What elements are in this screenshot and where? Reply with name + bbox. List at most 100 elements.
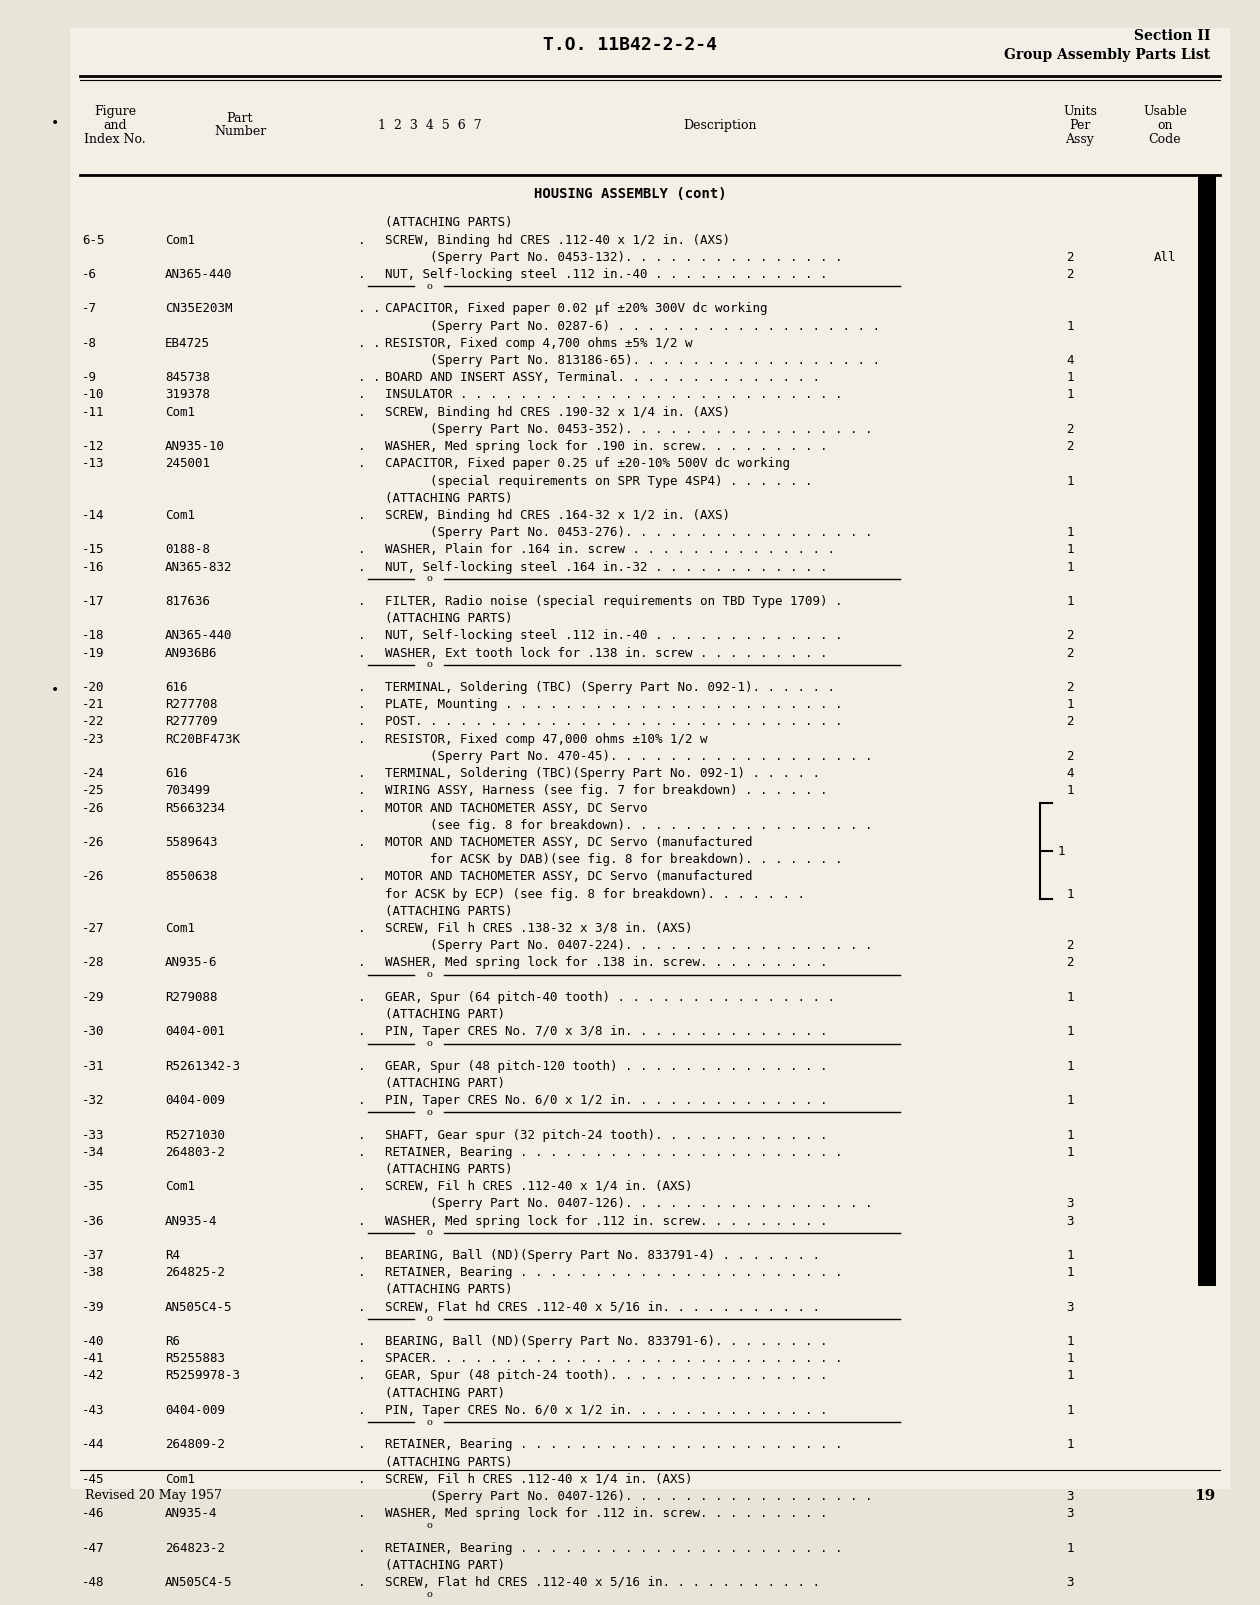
Text: .: .: [358, 1438, 365, 1451]
Text: WASHER, Med spring lock for .112 in. screw. . . . . . . . .: WASHER, Med spring lock for .112 in. scr…: [386, 1507, 828, 1520]
Text: 3: 3: [1066, 1507, 1074, 1520]
Text: TERMINAL, Soldering (TBC)(Sperry Part No. 092-1) . . . . .: TERMINAL, Soldering (TBC)(Sperry Part No…: [386, 767, 820, 780]
Text: o: o: [426, 1314, 432, 1324]
Text: (ATTACHING PARTS): (ATTACHING PARTS): [386, 612, 513, 626]
Text: (ATTACHING PARTS): (ATTACHING PARTS): [386, 1456, 513, 1469]
Text: SCREW, Flat hd CRES .112-40 x 5/16 in. . . . . . . . . . .: SCREW, Flat hd CRES .112-40 x 5/16 in. .…: [386, 1576, 820, 1589]
Text: Code: Code: [1149, 133, 1182, 146]
Text: .: .: [358, 1404, 365, 1417]
Text: (Sperry Part No. 813186-65). . . . . . . . . . . . . . . . .: (Sperry Part No. 813186-65). . . . . . .…: [430, 355, 879, 368]
Text: GEAR, Spur (48 pitch-24 tooth). . . . . . . . . . . . . . .: GEAR, Spur (48 pitch-24 tooth). . . . . …: [386, 1369, 828, 1382]
Text: .: .: [358, 836, 365, 849]
Text: 0404-001: 0404-001: [165, 1026, 226, 1038]
Text: 1: 1: [1058, 844, 1066, 857]
Text: POST. . . . . . . . . . . . . . . . . . . . . . . . . . . . .: POST. . . . . . . . . . . . . . . . . . …: [386, 716, 843, 729]
Text: 2: 2: [1066, 681, 1074, 693]
Text: 3: 3: [1066, 1489, 1074, 1502]
Text: 1: 1: [1066, 1249, 1074, 1262]
Text: Usable: Usable: [1143, 104, 1187, 117]
Text: o: o: [426, 575, 432, 584]
Text: 1: 1: [1066, 1404, 1074, 1417]
Text: SCREW, Fil h CRES .112-40 x 1/4 in. (AXS): SCREW, Fil h CRES .112-40 x 1/4 in. (AXS…: [386, 1180, 693, 1193]
Text: R5255883: R5255883: [165, 1353, 226, 1366]
Text: MOTOR AND TACHOMETER ASSY, DC Servo (manufactured: MOTOR AND TACHOMETER ASSY, DC Servo (man…: [386, 836, 752, 849]
Text: (Sperry Part No. 0407-126). . . . . . . . . . . . . . . . .: (Sperry Part No. 0407-126). . . . . . . …: [430, 1489, 872, 1502]
Text: Com1: Com1: [165, 234, 195, 247]
Text: AN505C4-5: AN505C4-5: [165, 1576, 233, 1589]
Text: -46: -46: [82, 1507, 105, 1520]
Text: on: on: [1157, 119, 1173, 132]
Text: -13: -13: [82, 457, 105, 470]
Text: .: .: [358, 457, 365, 470]
Text: 2: 2: [1066, 268, 1074, 281]
Text: 616: 616: [165, 681, 188, 693]
Text: SPACER. . . . . . . . . . . . . . . . . . . . . . . . . . . .: SPACER. . . . . . . . . . . . . . . . . …: [386, 1353, 843, 1366]
Text: PLATE, Mounting . . . . . . . . . . . . . . . . . . . . . . .: PLATE, Mounting . . . . . . . . . . . . …: [386, 698, 843, 711]
Text: 1: 1: [1066, 526, 1074, 539]
Text: 1: 1: [1066, 544, 1074, 557]
Text: 4: 4: [1066, 767, 1074, 780]
Text: 0404-009: 0404-009: [165, 1095, 226, 1107]
Text: PIN, Taper CRES No. 6/0 x 1/2 in. . . . . . . . . . . . . .: PIN, Taper CRES No. 6/0 x 1/2 in. . . . …: [386, 1404, 828, 1417]
Text: SCREW, Binding hd CRES .164-32 x 1/2 in. (AXS): SCREW, Binding hd CRES .164-32 x 1/2 in.…: [386, 509, 730, 522]
Text: 1: 1: [1066, 1146, 1074, 1159]
Text: 19: 19: [1193, 1489, 1215, 1504]
Text: 2: 2: [1066, 939, 1074, 952]
Text: .: .: [358, 388, 365, 401]
Text: R5271030: R5271030: [165, 1128, 226, 1141]
Text: 2: 2: [1066, 629, 1074, 642]
Text: 1: 1: [1066, 785, 1074, 798]
Text: .: .: [358, 1215, 365, 1228]
Text: for ACSK by DAB)(see fig. 8 for breakdown). . . . . . .: for ACSK by DAB)(see fig. 8 for breakdow…: [430, 854, 843, 867]
Text: SCREW, Fil h CRES .138-32 x 3/8 in. (AXS): SCREW, Fil h CRES .138-32 x 3/8 in. (AXS…: [386, 921, 693, 936]
Text: 4: 4: [1066, 355, 1074, 368]
Text: All: All: [1154, 250, 1177, 263]
Text: RETAINER, Bearing . . . . . . . . . . . . . . . . . . . . . .: RETAINER, Bearing . . . . . . . . . . . …: [386, 1541, 843, 1555]
Text: (ATTACHING PARTS): (ATTACHING PARTS): [386, 491, 513, 504]
Text: (Sperry Part No. 0407-224). . . . . . . . . . . . . . . . .: (Sperry Part No. 0407-224). . . . . . . …: [430, 939, 872, 952]
Text: GEAR, Spur (48 pitch-120 tooth) . . . . . . . . . . . . . .: GEAR, Spur (48 pitch-120 tooth) . . . . …: [386, 1059, 828, 1072]
Text: -21: -21: [82, 698, 105, 711]
Text: FILTER, Radio noise (special requirements on TBD Type 1709) .: FILTER, Radio noise (special requirement…: [386, 595, 843, 608]
Text: o: o: [426, 971, 432, 979]
Text: 264825-2: 264825-2: [165, 1266, 226, 1279]
Text: .: .: [358, 1266, 365, 1279]
Text: o: o: [426, 1417, 432, 1427]
Text: -38: -38: [82, 1266, 105, 1279]
Text: 245001: 245001: [165, 457, 210, 470]
Text: -34: -34: [82, 1146, 105, 1159]
Text: Assy: Assy: [1066, 133, 1095, 146]
Text: R5261342-3: R5261342-3: [165, 1059, 239, 1072]
Text: .: .: [358, 268, 365, 281]
Text: -11: -11: [82, 406, 105, 419]
Text: o: o: [426, 1228, 432, 1237]
Text: -27: -27: [82, 921, 105, 936]
Text: 1: 1: [1066, 1128, 1074, 1141]
Text: (Sperry Part No. 0453-352). . . . . . . . . . . . . . . . .: (Sperry Part No. 0453-352). . . . . . . …: [430, 422, 872, 437]
Text: AN365-440: AN365-440: [165, 268, 233, 281]
Text: -32: -32: [82, 1095, 105, 1107]
Text: .: .: [358, 785, 365, 798]
Text: .: .: [358, 1059, 365, 1072]
Text: 703499: 703499: [165, 785, 210, 798]
Text: Per: Per: [1070, 119, 1091, 132]
Text: R279088: R279088: [165, 990, 218, 1003]
Text: .: .: [358, 1353, 365, 1366]
Text: 1: 1: [1066, 698, 1074, 711]
Text: -16: -16: [82, 560, 105, 573]
Text: .: .: [358, 440, 365, 453]
Text: -23: -23: [82, 732, 105, 746]
Text: 1: 1: [1066, 560, 1074, 573]
Text: 2: 2: [1066, 957, 1074, 969]
Text: (Sperry Part No. 0453-132). . . . . . . . . . . . . . .: (Sperry Part No. 0453-132). . . . . . . …: [430, 250, 843, 263]
Text: 2: 2: [1066, 422, 1074, 437]
Text: 3: 3: [1066, 1576, 1074, 1589]
Text: •: •: [50, 684, 59, 697]
Text: NUT, Self-locking steel .112 in.-40 . . . . . . . . . . . .: NUT, Self-locking steel .112 in.-40 . . …: [386, 268, 828, 281]
Text: o: o: [426, 1107, 432, 1117]
Text: .: .: [358, 1473, 365, 1486]
Text: WASHER, Med spring lock for .112 in. screw. . . . . . . . .: WASHER, Med spring lock for .112 in. scr…: [386, 1215, 828, 1228]
Text: .: .: [358, 681, 365, 693]
Text: CAPACITOR, Fixed paper 0.02 µf ±20% 300V dc working: CAPACITOR, Fixed paper 0.02 µf ±20% 300V…: [386, 302, 767, 316]
Text: 1: 1: [1066, 1438, 1074, 1451]
